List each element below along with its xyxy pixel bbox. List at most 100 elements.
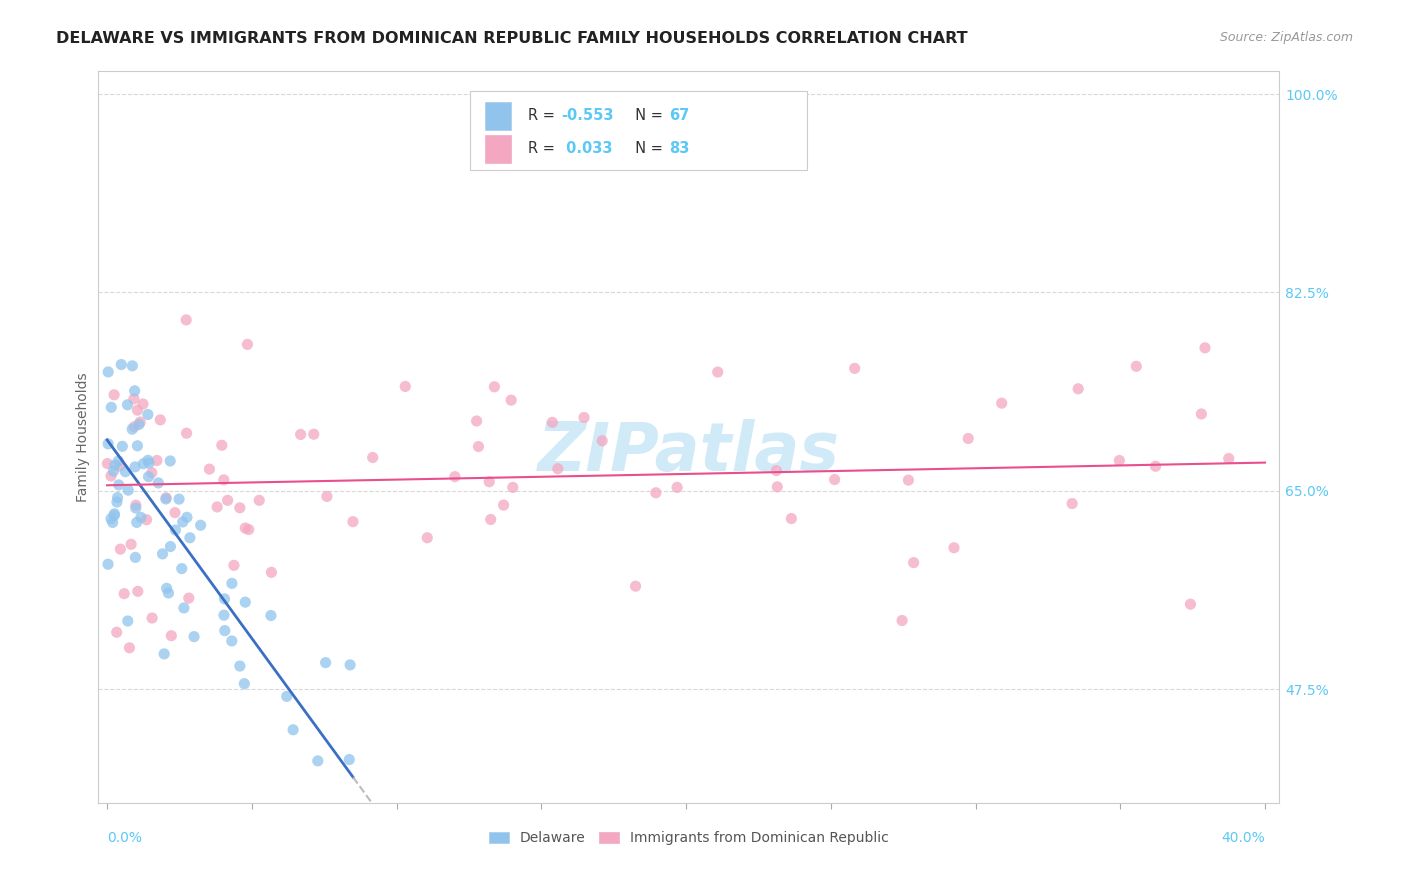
Point	[205, 500, 228, 514]
Point	[478, 475, 501, 489]
Point	[238, 523, 260, 537]
Point	[112, 587, 135, 601]
Point	[127, 439, 149, 453]
Point	[236, 337, 259, 351]
Point	[190, 518, 212, 533]
Point	[233, 595, 256, 609]
Point	[100, 401, 122, 415]
Point	[124, 419, 146, 434]
Point	[394, 379, 416, 393]
Point	[141, 466, 163, 480]
Point	[138, 469, 160, 483]
Point	[572, 410, 595, 425]
Point	[1067, 382, 1090, 396]
Text: -0.553: -0.553	[561, 109, 614, 123]
Point	[149, 413, 172, 427]
Text: Source: ZipAtlas.com: Source: ZipAtlas.com	[1219, 31, 1353, 45]
Point	[141, 611, 163, 625]
Point	[124, 459, 146, 474]
Point	[233, 676, 256, 690]
Point	[165, 523, 187, 537]
FancyBboxPatch shape	[471, 91, 807, 170]
Point	[97, 365, 120, 379]
Point	[765, 464, 787, 478]
Text: ZIPatlas: ZIPatlas	[538, 418, 839, 484]
Point	[416, 531, 439, 545]
Point	[212, 473, 235, 487]
Point	[547, 461, 569, 475]
Point	[891, 614, 914, 628]
Point	[229, 659, 252, 673]
Point	[212, 608, 235, 623]
Point	[233, 521, 256, 535]
Point	[198, 462, 221, 476]
Point	[121, 422, 143, 436]
Point	[465, 414, 488, 428]
Text: 83: 83	[669, 142, 689, 156]
Point	[129, 510, 152, 524]
Point	[104, 458, 127, 472]
Point	[138, 456, 160, 470]
Point	[221, 576, 243, 591]
Point	[281, 723, 304, 737]
Point	[110, 542, 132, 557]
Point	[107, 491, 129, 505]
Point	[644, 485, 666, 500]
Point	[117, 614, 139, 628]
Point	[153, 647, 176, 661]
Point	[107, 478, 129, 492]
Point	[1125, 359, 1147, 374]
Point	[502, 480, 524, 494]
Point	[121, 359, 143, 373]
Point	[307, 754, 329, 768]
Point	[290, 427, 312, 442]
Point	[624, 579, 647, 593]
Point	[824, 473, 846, 487]
Point	[541, 415, 564, 429]
Point	[148, 475, 170, 490]
Point	[108, 458, 131, 473]
Point	[159, 540, 181, 554]
Point	[1189, 407, 1212, 421]
Text: N =: N =	[626, 109, 668, 123]
Point	[117, 398, 139, 412]
Point	[174, 313, 197, 327]
Point	[260, 608, 283, 623]
Point	[155, 582, 177, 596]
Point	[120, 537, 142, 551]
Point	[111, 439, 134, 453]
Point	[152, 547, 174, 561]
Legend: Delaware, Immigrants from Dominican Republic: Delaware, Immigrants from Dominican Repu…	[484, 826, 894, 851]
Point	[211, 438, 233, 452]
Point	[844, 361, 866, 376]
Point	[1194, 341, 1216, 355]
Point	[155, 491, 177, 506]
Point	[170, 561, 193, 575]
Point	[155, 491, 177, 505]
Point	[943, 541, 966, 555]
Point	[591, 434, 613, 448]
Point	[780, 511, 803, 525]
Point	[484, 380, 506, 394]
Point	[124, 550, 146, 565]
Point	[122, 392, 145, 406]
Point	[159, 454, 181, 468]
Point	[1218, 451, 1240, 466]
Point	[222, 558, 245, 573]
Text: 40.0%: 40.0%	[1222, 831, 1265, 845]
Point	[103, 388, 125, 402]
Point	[492, 498, 515, 512]
Text: 0.033: 0.033	[561, 142, 613, 156]
Point	[1108, 453, 1130, 467]
Point	[100, 469, 122, 483]
Point	[136, 453, 159, 467]
Point	[107, 454, 129, 468]
Point	[110, 358, 132, 372]
Point	[128, 417, 150, 432]
Point	[247, 493, 270, 508]
Point	[146, 453, 169, 467]
Point	[173, 601, 195, 615]
Point	[501, 393, 523, 408]
Point	[163, 506, 186, 520]
Point	[342, 515, 364, 529]
